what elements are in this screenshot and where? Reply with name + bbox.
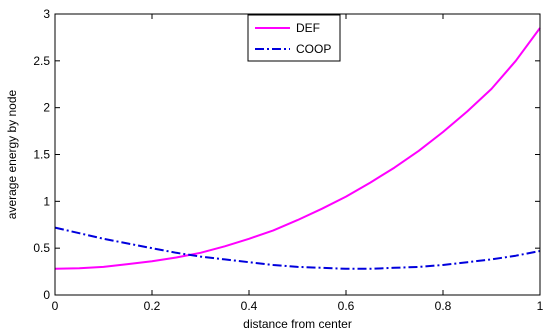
y-tick-label: 0.5: [33, 241, 50, 255]
ticks-layer: 0 0.2 0.4 0.6 0.8 1 0 0.5 1 1.5 2 2.5 3: [33, 7, 543, 313]
legend: DEF COOP: [247, 14, 341, 62]
y-tick-label: 1: [43, 194, 50, 208]
legend-box: [247, 14, 341, 62]
series-layer: [54, 27, 541, 270]
legend-label-def: DEF: [296, 21, 320, 35]
y-tick-label: 3: [43, 7, 50, 21]
x-tick-label: 0.6: [338, 299, 355, 313]
y-tick-label: 0: [43, 288, 50, 302]
y-tick-label: 2: [43, 101, 50, 115]
x-tick-label: 0.2: [144, 299, 161, 313]
x-tick-label: 0: [52, 299, 59, 313]
x-tick-label: 0.8: [435, 299, 452, 313]
series-line-def: [54, 27, 541, 270]
x-axis-label: distance from center: [243, 317, 352, 331]
y-tick-label: 2.5: [33, 54, 50, 68]
y-axis-label: average energy by node: [5, 89, 19, 219]
x-tick-label: 0.4: [241, 299, 258, 313]
series-line-coop: [54, 226, 541, 270]
x-tick-label: 1: [537, 299, 543, 313]
y-tick-label: 1.5: [33, 148, 50, 162]
legend-label-coop: COOP: [296, 42, 331, 56]
